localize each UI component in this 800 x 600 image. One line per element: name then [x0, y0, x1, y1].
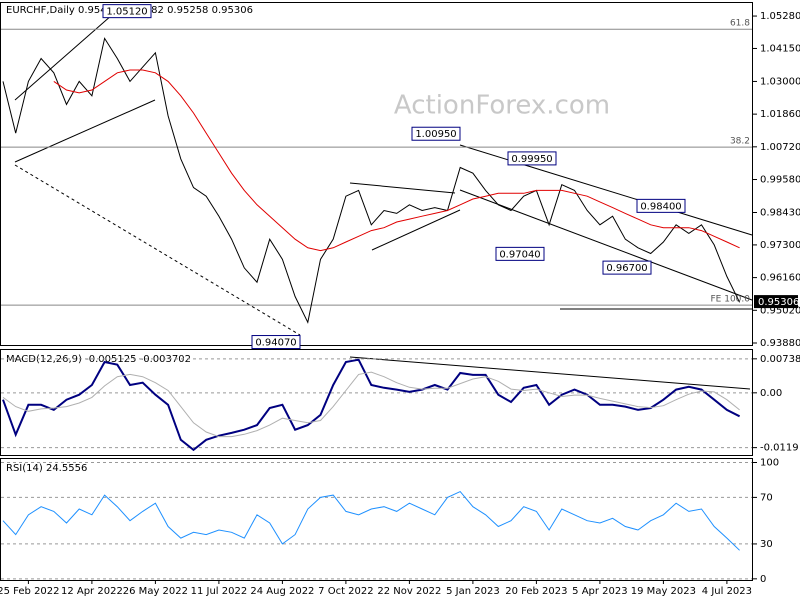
rsi-title: RSI(14) 24.5556	[6, 463, 87, 474]
x-tick-label: 25 Feb 2022	[0, 586, 60, 597]
y-tick-label: 1.03000	[760, 76, 800, 87]
macd-trend-line	[349, 356, 751, 390]
y-tick-label: 0.007384	[760, 354, 800, 365]
watermark: ActionForex.com	[394, 91, 610, 121]
x-tick-label: 5 Jan 2023	[446, 586, 500, 597]
annotation-box	[251, 335, 301, 350]
annotation-label: 1.05120	[106, 7, 147, 18]
series-line	[2, 37, 741, 324]
channel-line	[459, 189, 753, 301]
annotation-box	[495, 246, 545, 261]
y-tick-label: 0.98430	[760, 208, 800, 219]
x-tick-label: 7 Oct 2022	[318, 586, 373, 597]
x-tick-label: 12 Apr 2022	[61, 586, 123, 597]
annotation-label: 0.94070	[255, 338, 296, 349]
x-tick-label: 11 Jul 2022	[191, 586, 248, 597]
y-tick-label: 0.00	[760, 388, 782, 399]
y-tick-label: 1.01860	[760, 109, 800, 120]
annotation-label: 0.99950	[511, 154, 552, 165]
y-tick-label: 1.00720	[760, 142, 800, 153]
rsi-panel	[0, 458, 753, 581]
triangle-line	[371, 209, 461, 251]
y-tick-label: 1.05280	[760, 11, 800, 22]
y-tick-label: 0.93880	[760, 338, 800, 349]
annotation-box	[411, 126, 461, 141]
channel-line	[14, 99, 156, 163]
y-tick-label: 0.97300	[760, 240, 800, 251]
annotation-label: 1.00950	[415, 129, 456, 140]
price-panel	[0, 2, 753, 346]
y-tick-label: 0.96160	[760, 273, 800, 284]
series-line	[53, 69, 740, 252]
triangle-line	[349, 182, 456, 194]
series-line	[2, 371, 740, 438]
panel-frames	[0, 2, 753, 581]
y-tick-label: -0.0119	[760, 443, 799, 454]
x-tick-label: 4 Jul 2023	[702, 586, 752, 597]
x-tick-label: 26 May 2022	[123, 586, 188, 597]
annotation-box	[507, 151, 557, 166]
level-label: FE 100.0	[711, 295, 751, 305]
macd-title: MACD(12,26,9) -0.005125 -0.003702	[6, 354, 191, 365]
series-line	[2, 490, 740, 551]
annotation-box	[636, 198, 686, 213]
y-tick-label: 70	[760, 492, 773, 503]
x-tick-label: 22 Nov 2022	[377, 586, 441, 597]
annotation-label: 0.98400	[640, 201, 681, 212]
annotation-box	[602, 260, 652, 275]
y-tick-label: 0.99580	[760, 175, 800, 186]
level-label: 38.2	[730, 137, 750, 147]
y-tick-label: 100	[760, 457, 779, 468]
y-tick-label: 0	[760, 574, 766, 585]
y-tick-label: 1.04150	[760, 43, 800, 54]
x-tick-label: 5 Apr 2023	[572, 586, 627, 597]
series-line	[2, 358, 741, 452]
y-tick-label: 0.95020	[760, 305, 800, 316]
x-tick-label: 20 Feb 2023	[505, 586, 567, 597]
x-tick-label: 24 Aug 2022	[250, 586, 314, 597]
macd-panel	[0, 349, 753, 456]
last-price-label: 0.95306	[758, 297, 799, 308]
y-tick-label: 30	[760, 539, 773, 550]
annotation-label: 0.96700	[606, 263, 647, 274]
last-price-box	[754, 295, 798, 309]
trend-line	[14, 164, 301, 336]
level-label: 61.8	[730, 19, 750, 29]
annotation-label: 0.97040	[499, 249, 540, 260]
annotation-box	[102, 4, 152, 19]
x-tick-label: 19 May 2023	[631, 586, 696, 597]
